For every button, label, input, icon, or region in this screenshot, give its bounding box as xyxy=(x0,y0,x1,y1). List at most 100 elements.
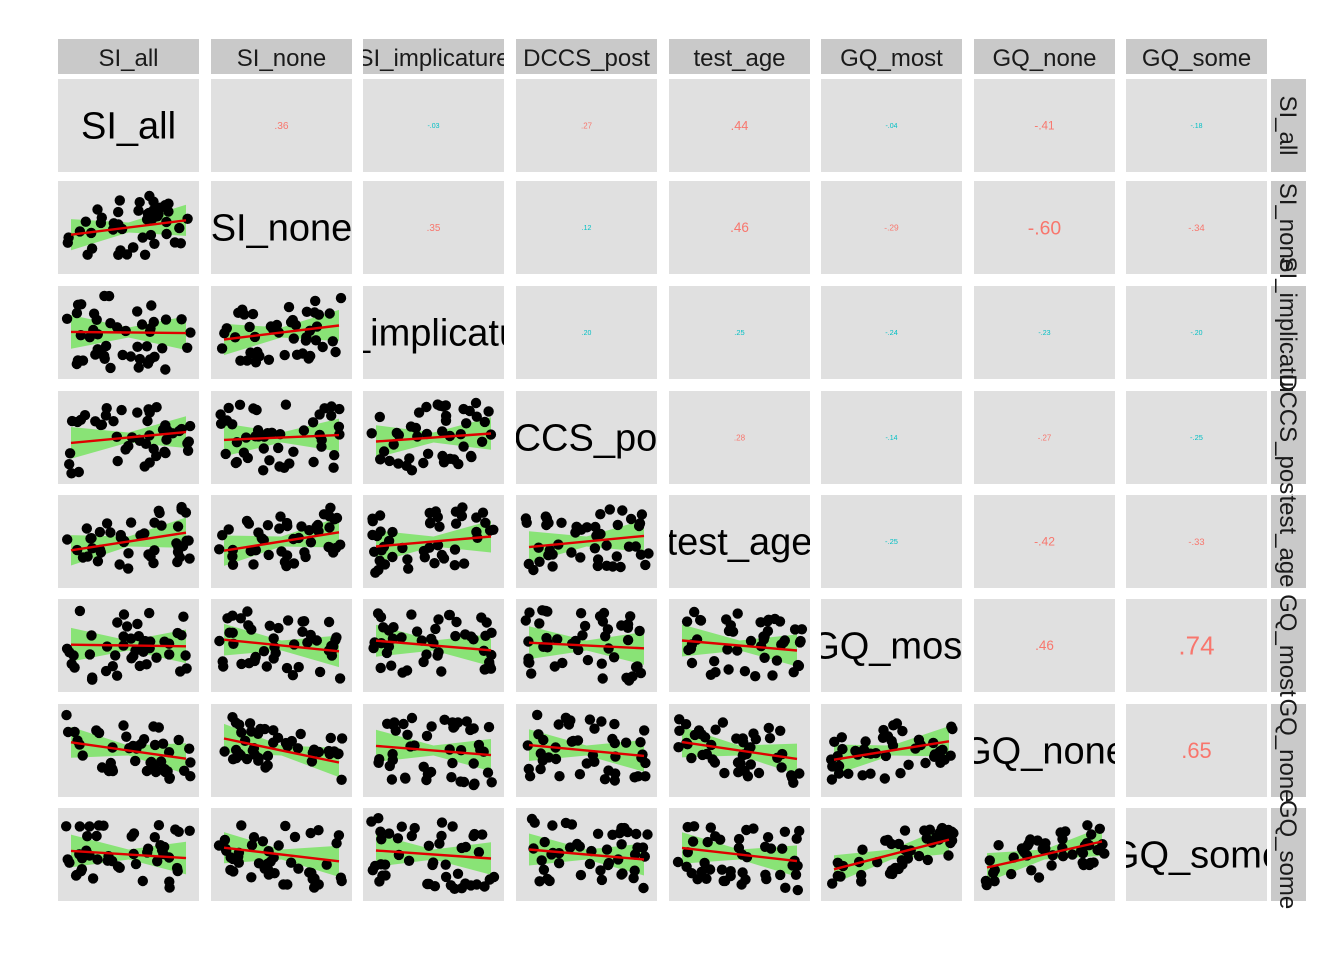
fit-line xyxy=(223,846,340,863)
data-point xyxy=(134,435,145,446)
column-strip-label: test_age xyxy=(693,45,785,72)
fit-line xyxy=(70,219,187,236)
data-point xyxy=(182,342,193,353)
data-point xyxy=(554,771,565,782)
data-point xyxy=(434,838,445,849)
data-point xyxy=(137,232,148,243)
scatter-panel xyxy=(520,605,647,686)
data-point xyxy=(173,734,184,746)
panel-background xyxy=(821,495,962,588)
data-point xyxy=(450,518,462,529)
data-point xyxy=(584,858,596,870)
data-point xyxy=(275,511,286,522)
data-point xyxy=(299,547,310,558)
panel-background xyxy=(58,79,199,172)
data-point xyxy=(263,354,275,365)
data-point xyxy=(737,733,748,744)
data-point xyxy=(779,826,791,837)
data-point xyxy=(436,817,448,828)
data-point xyxy=(87,672,98,683)
data-point xyxy=(230,717,242,728)
data-point xyxy=(262,428,273,439)
data-point xyxy=(107,855,118,867)
data-point xyxy=(376,545,387,556)
data-point xyxy=(142,415,153,427)
data-point xyxy=(440,410,452,422)
data-point xyxy=(622,826,633,838)
data-point xyxy=(60,821,72,832)
panel-background xyxy=(821,181,962,274)
data-point xyxy=(440,859,451,870)
data-point xyxy=(587,750,599,761)
data-point xyxy=(435,400,446,411)
data-point xyxy=(333,421,345,432)
data-point xyxy=(439,714,450,725)
data-point xyxy=(479,416,490,428)
data-point xyxy=(418,545,430,557)
data-point xyxy=(273,442,284,454)
data-point xyxy=(247,308,259,320)
data-point xyxy=(125,633,137,644)
data-point xyxy=(224,627,235,638)
data-point xyxy=(447,757,458,769)
data-point xyxy=(258,646,270,657)
column-strip-label: SI_implicature xyxy=(357,45,509,72)
scatter-panel xyxy=(366,397,497,476)
data-point xyxy=(155,840,166,851)
data-point xyxy=(103,290,115,302)
data-point xyxy=(134,197,145,208)
data-point xyxy=(575,552,586,563)
data-point xyxy=(639,725,650,736)
data-point xyxy=(674,725,685,736)
correlation-label: -.18 xyxy=(1190,123,1202,130)
data-point xyxy=(920,757,931,769)
data-point xyxy=(709,757,721,768)
panel-background xyxy=(669,79,810,172)
data-point xyxy=(399,772,411,783)
data-point xyxy=(118,609,130,620)
data-point xyxy=(755,617,766,628)
panel-background xyxy=(363,181,504,274)
data-point xyxy=(151,450,162,462)
diagonal-variable-label: GQ_none xyxy=(962,731,1127,773)
data-point xyxy=(92,344,103,355)
data-point xyxy=(616,839,627,850)
data-point xyxy=(237,304,248,315)
data-point xyxy=(285,857,297,868)
data-point xyxy=(432,540,444,551)
fit-line xyxy=(528,848,645,861)
data-point xyxy=(767,670,778,681)
data-point xyxy=(826,774,838,785)
data-point xyxy=(856,869,867,881)
data-point xyxy=(433,614,444,625)
data-point xyxy=(112,455,123,467)
data-point xyxy=(582,654,594,666)
data-point xyxy=(253,858,265,869)
data-point xyxy=(313,825,324,836)
correlation-label: .28 xyxy=(734,433,746,442)
data-point xyxy=(306,756,318,767)
data-point xyxy=(592,560,603,572)
data-point xyxy=(387,551,398,563)
data-point xyxy=(126,831,137,842)
data-point xyxy=(423,840,435,851)
data-point xyxy=(262,750,274,762)
scatter-panel xyxy=(373,712,497,791)
fit-line xyxy=(986,840,1103,869)
row-strip-bg xyxy=(1271,181,1306,274)
data-point xyxy=(387,526,398,538)
data-point xyxy=(310,335,322,346)
data-point xyxy=(391,427,402,439)
data-point xyxy=(80,216,92,227)
data-point xyxy=(281,662,293,674)
data-point xyxy=(172,521,184,532)
data-point xyxy=(378,446,390,457)
correlation-label: .36 xyxy=(274,121,288,132)
data-point xyxy=(796,624,808,635)
data-point xyxy=(735,758,746,769)
panel-background xyxy=(1126,495,1267,588)
data-point xyxy=(921,833,932,844)
panel-background xyxy=(516,391,657,484)
data-point xyxy=(258,443,269,454)
data-point xyxy=(235,613,246,624)
